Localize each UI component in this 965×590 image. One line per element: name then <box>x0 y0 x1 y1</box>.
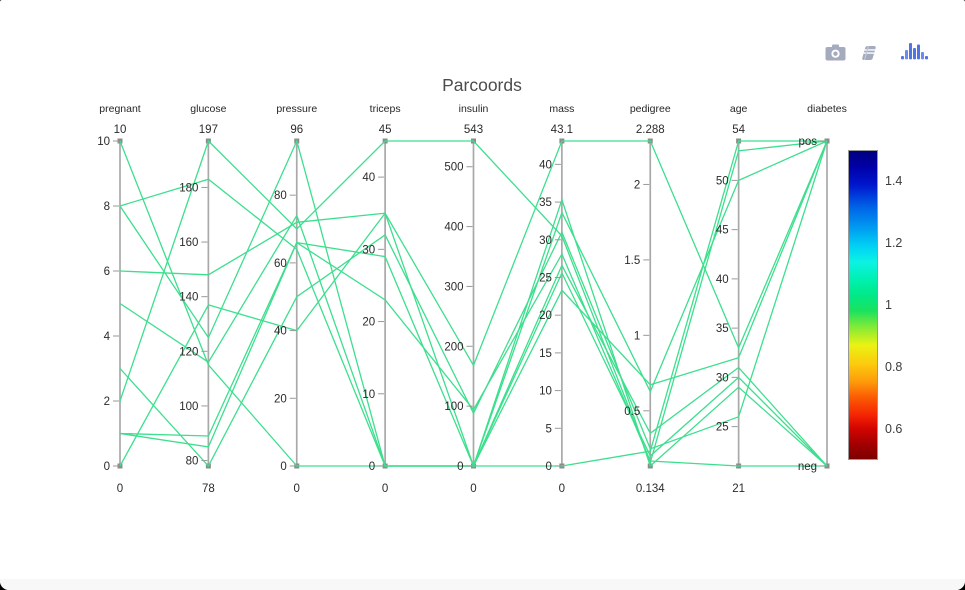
tick-label: 20 <box>274 393 287 405</box>
tick-label: 30 <box>362 244 375 256</box>
tick-label: 10 <box>97 136 110 148</box>
tick-label: 0 <box>369 461 375 473</box>
axis-max-label-glucose: 197 <box>199 124 218 136</box>
notebook-icon <box>862 46 876 60</box>
axis-title-glucose: glucose <box>190 103 226 115</box>
axis-max-label-triceps: 45 <box>379 124 392 136</box>
tick-label: 15 <box>539 348 552 360</box>
colorbar-tick-label: 0.8 <box>885 360 903 374</box>
axis-max-label-pregnant: 10 <box>114 124 127 136</box>
axis-title-pregnant: pregnant <box>99 103 141 115</box>
axis-max-label-age: 54 <box>732 124 745 136</box>
tick-label: 10 <box>539 386 552 398</box>
tick-label: 5 <box>545 423 551 435</box>
tick-label: pos <box>798 136 817 148</box>
tick-label: 160 <box>179 237 198 249</box>
tick-label: 10 <box>362 389 375 401</box>
axis-min-label-age: 21 <box>732 483 745 495</box>
tick-label: 2 <box>104 396 110 408</box>
axis-max-label-mass: 43.1 <box>551 124 573 136</box>
colorbar[interactable] <box>848 150 878 460</box>
tick-label: 80 <box>274 190 287 202</box>
tick-label: 2 <box>634 179 640 191</box>
data-line-8 <box>119 139 828 465</box>
axis-title-pressure: pressure <box>276 103 317 115</box>
tick-label: 35 <box>716 323 729 335</box>
tick-label: 25 <box>716 422 729 434</box>
axis-min-label-glucose: 78 <box>202 483 215 495</box>
tick-label: 35 <box>539 197 552 209</box>
chart-title: Parcoords <box>442 75 522 95</box>
tick-label: 400 <box>444 222 463 234</box>
tick-label: 140 <box>179 292 198 304</box>
tick-label: 20 <box>539 310 552 322</box>
plotly-modebar <box>812 42 929 61</box>
axis-min-label-triceps: 0 <box>382 483 388 495</box>
tick-label: 120 <box>179 346 198 358</box>
axis-min-label-pedigree: 0.134 <box>636 483 665 495</box>
axis-min-label-pregnant: 0 <box>117 483 123 495</box>
tick-label: 0.5 <box>624 406 640 418</box>
tick-label: 30 <box>716 372 729 384</box>
page-bottom-edge <box>0 579 965 590</box>
tick-label: 300 <box>444 281 463 293</box>
axis-min-label-mass: 0 <box>559 483 565 495</box>
axis-title-mass: mass <box>549 103 574 115</box>
tick-label: 6 <box>104 266 110 278</box>
tick-label: 50 <box>716 175 729 187</box>
axis-min-label-insulin: 0 <box>470 483 476 495</box>
axis-title-diabetes: diabetes <box>807 103 847 115</box>
notebook-button[interactable] <box>859 45 877 61</box>
tick-label: 180 <box>179 182 198 194</box>
colorbar-tick-label: 0.6 <box>885 422 903 436</box>
axis-max-label-pressure: 96 <box>290 124 303 136</box>
tick-label: 40 <box>362 172 375 184</box>
data-line-9 <box>119 139 827 467</box>
tick-label: 0 <box>280 461 286 473</box>
axis-max-label-pedigree: 2.288 <box>636 124 665 136</box>
tick-label: 0 <box>545 461 551 473</box>
tick-label: 0 <box>104 461 110 473</box>
tick-label: 40 <box>539 159 552 171</box>
tick-label: 40 <box>716 274 729 286</box>
tick-label: neg <box>798 461 817 473</box>
tick-label: 60 <box>274 258 287 270</box>
tick-label: 25 <box>539 272 552 284</box>
axis-title-pedigree: pedigree <box>630 103 671 115</box>
axis-title-age: age <box>730 103 748 115</box>
colorbar-tick-label: 1 <box>885 298 892 312</box>
tick-label: 200 <box>444 341 463 353</box>
colorbar-tick-label: 1.2 <box>885 236 903 250</box>
tick-label: 30 <box>539 235 552 247</box>
plotly-logo-button[interactable] <box>901 42 929 61</box>
data-line-3 <box>119 241 827 467</box>
tick-label: 100 <box>179 401 198 413</box>
axis-max-label-insulin: 543 <box>464 124 483 136</box>
tick-label: 100 <box>444 401 463 413</box>
axis-title-triceps: triceps <box>370 103 401 115</box>
axis-min-label-pressure: 0 <box>294 483 300 495</box>
tick-label: 8 <box>104 201 110 213</box>
plotly-logo-icon <box>901 43 928 60</box>
tick-label: 500 <box>444 162 463 174</box>
colorbar-tick-label: 1.4 <box>885 174 903 188</box>
tick-label: 80 <box>186 456 199 468</box>
download-camera-button[interactable] <box>825 44 846 61</box>
camera-icon <box>825 44 846 61</box>
tick-label: 40 <box>274 326 287 338</box>
tick-label: 1 <box>634 330 640 342</box>
tick-label: 1.5 <box>624 255 640 267</box>
tick-label: 45 <box>716 225 729 237</box>
tick-label: 4 <box>104 331 111 343</box>
data-line-6 <box>119 140 828 468</box>
axis-title-insulin: insulin <box>459 103 489 115</box>
tick-label: 20 <box>362 317 375 329</box>
tick-label: 0 <box>457 461 463 473</box>
